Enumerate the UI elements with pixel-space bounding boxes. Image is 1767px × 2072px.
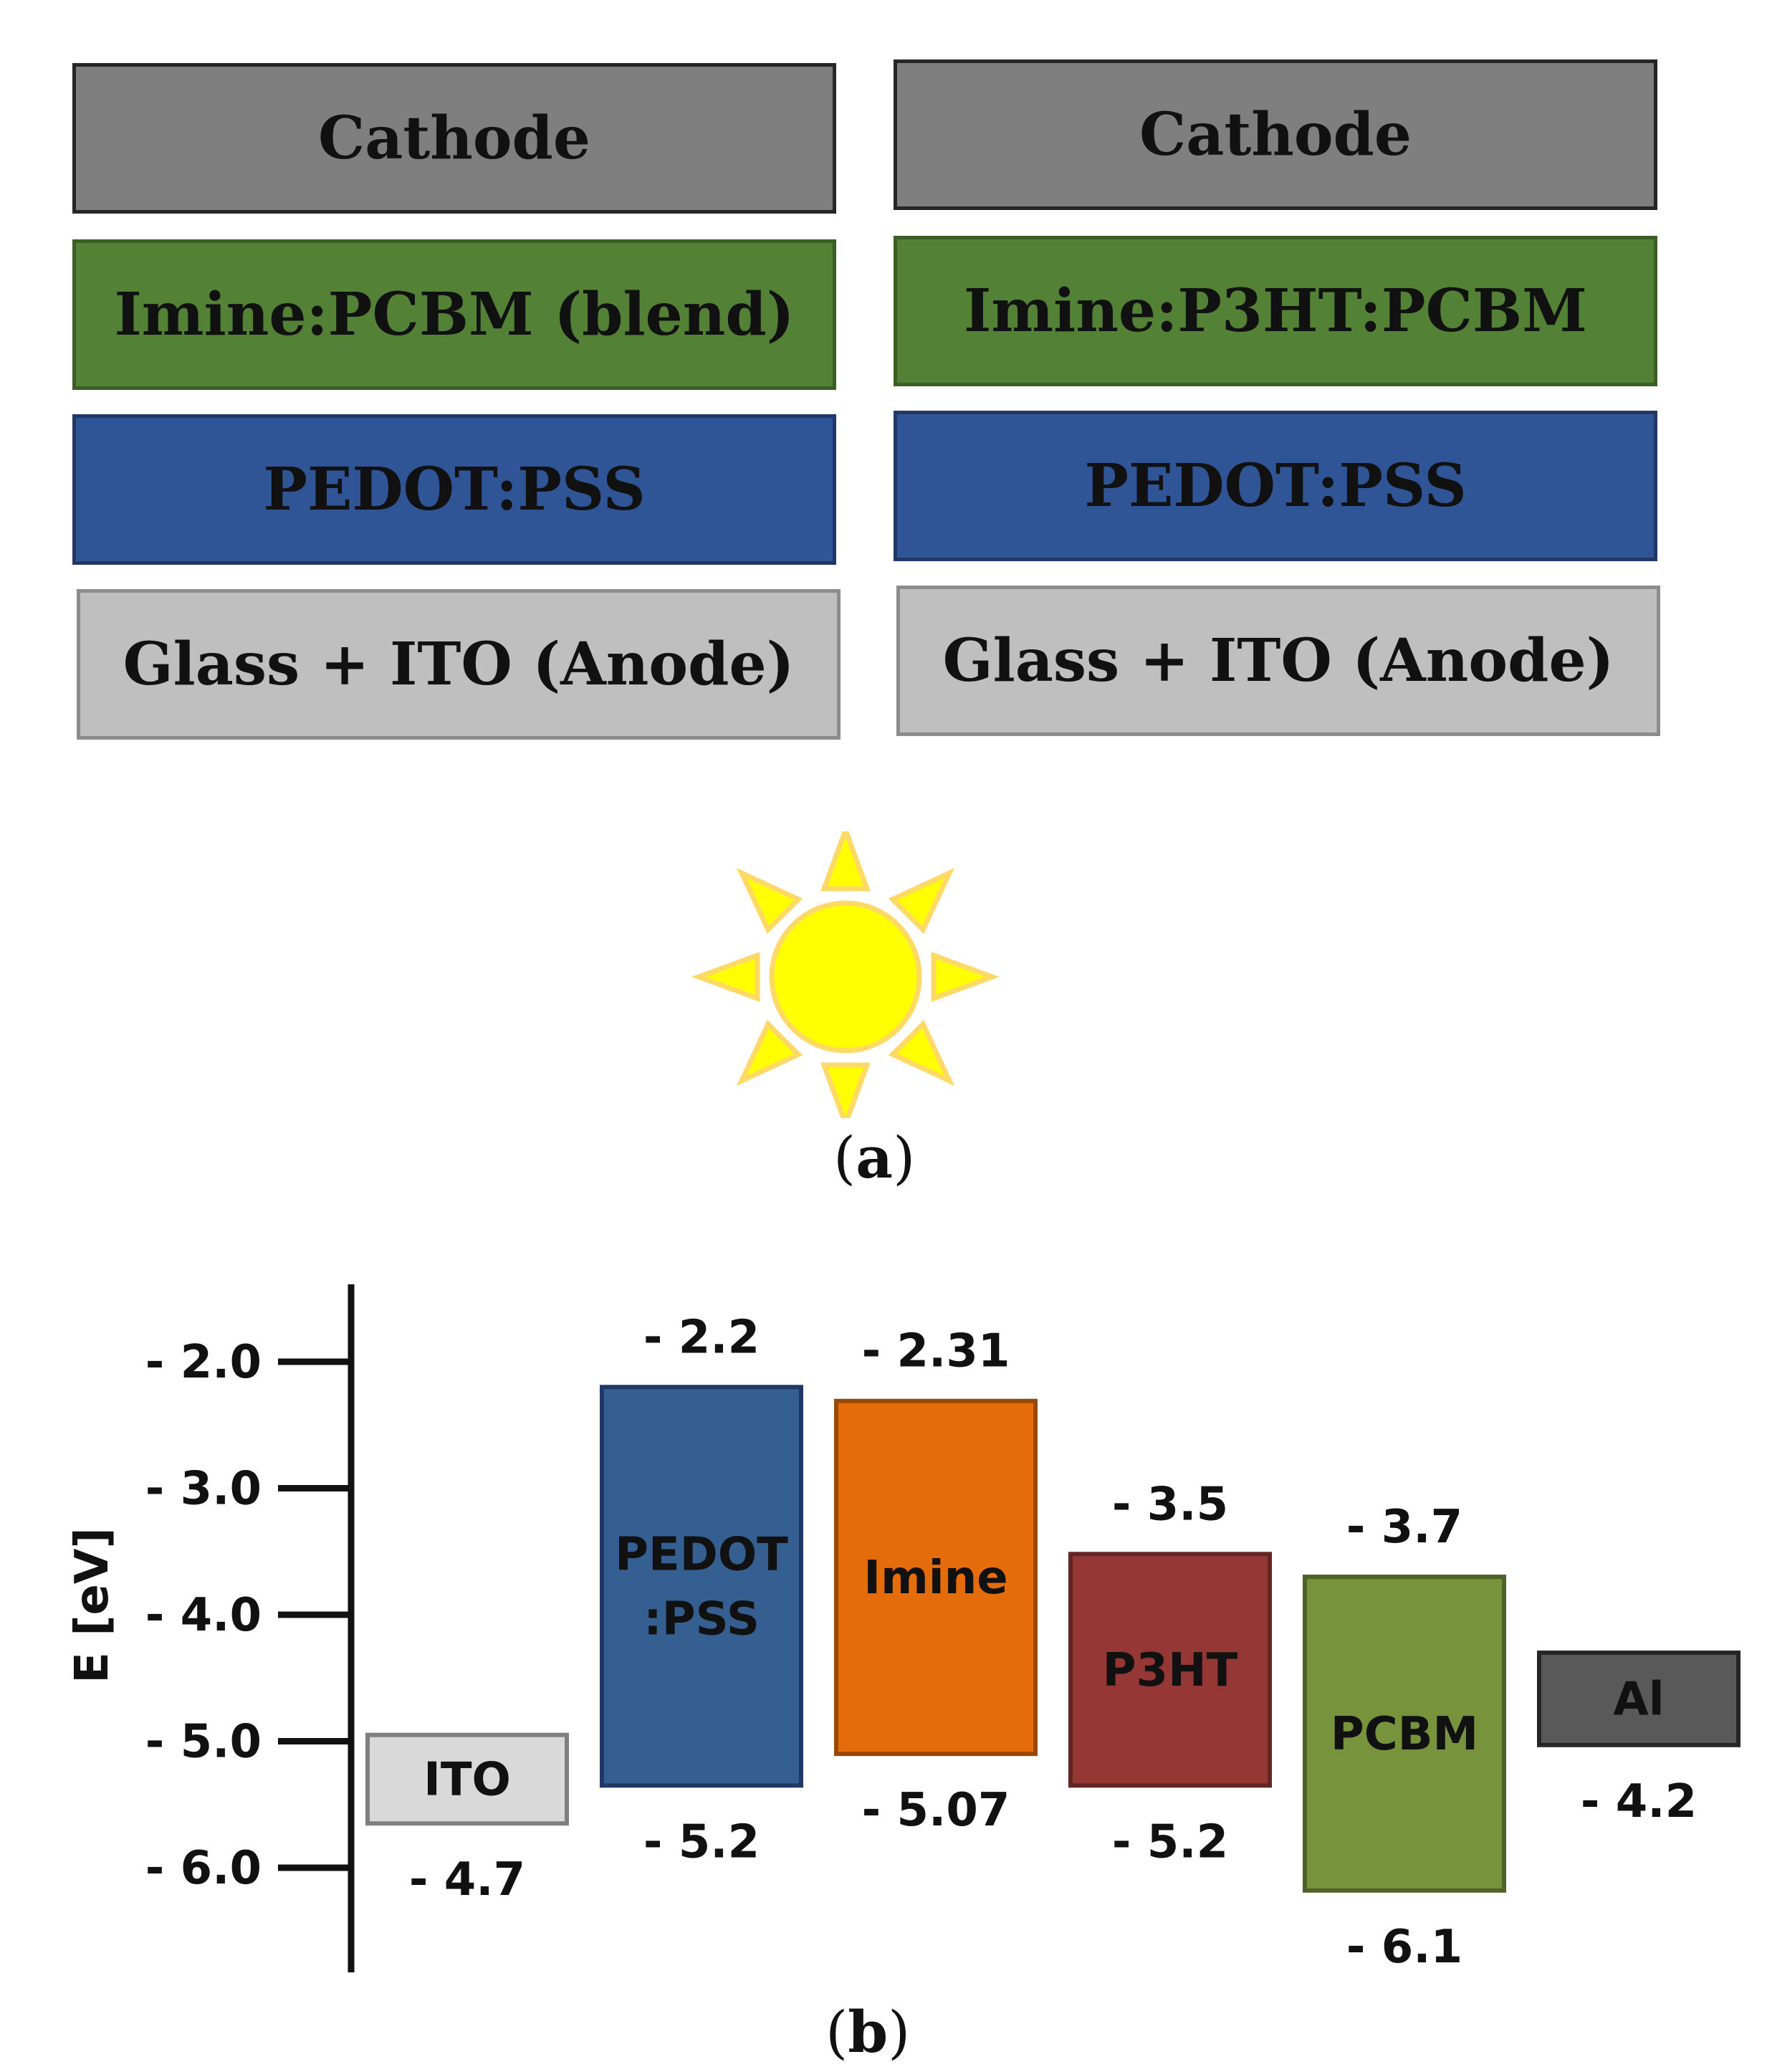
energy-bar	[1537, 1650, 1740, 1747]
sun-ray	[736, 867, 803, 935]
y-tick-label: - 3.0	[145, 1463, 262, 1516]
energy-top-value: - 2.31	[862, 1325, 1010, 1378]
right-pedot-layer: PEDOT:PSS	[894, 411, 1657, 561]
energy-bar-group: P3HT - 3.5 - 5.2	[1068, 1478, 1272, 1868]
energy-bar-group: PCBM - 3.7 - 6.1	[1303, 1501, 1506, 1974]
sun-ray	[691, 951, 760, 1003]
caption-a-close: )	[893, 1125, 916, 1191]
energy-bars: ITO - 4.7 PEDOT :PSS - 2.2 - 5.2 Imine - 2.31 - …	[365, 1311, 1740, 1974]
y-axis-ticks: - 2.0 - 3.0 - 4.0 - 5.0 - 6.0	[145, 1336, 351, 1895]
caption-b-open: (	[825, 1999, 848, 2066]
left-active-layer: Imine:PCBM (blend)	[72, 239, 836, 390]
energy-bar-label: P3HT	[1103, 1644, 1238, 1697]
energy-bottom-value: - 6.1	[1346, 1921, 1462, 1974]
energy-bottom-value: - 5.2	[643, 1815, 760, 1868]
y-tick-label: - 5.0	[145, 1716, 262, 1769]
energy-bottom-value: - 4.7	[409, 1853, 525, 1906]
sun-ray	[888, 1019, 955, 1087]
sun-ray	[888, 867, 955, 935]
right-cathode-layer: Cathode	[894, 59, 1657, 210]
left-pedot-layer: PEDOT:PSS	[72, 414, 836, 565]
energy-bar-group: PEDOT :PSS - 2.2 - 5.2	[600, 1311, 803, 1868]
caption-a-letter: a	[856, 1124, 894, 1191]
caption-b-letter: b	[848, 1998, 889, 2066]
energy-bar-label: ITO	[423, 1753, 511, 1806]
energy-bar-label: Imine	[863, 1552, 1007, 1605]
energy-top-value: - 3.5	[1112, 1478, 1228, 1531]
energy-bar	[365, 1732, 569, 1826]
energy-bottom-value: - 5.2	[1112, 1815, 1228, 1868]
sun-rays	[691, 831, 1000, 1118]
energy-bar-label: PEDOT	[615, 1528, 788, 1581]
energy-bar-label: PCBM	[1331, 1708, 1478, 1761]
y-tick-label: - 4.0	[145, 1589, 262, 1642]
energy-bottom-value: - 4.2	[1581, 1775, 1697, 1828]
caption-b: (b)	[825, 1998, 910, 2066]
sun-ray	[820, 1062, 871, 1118]
energy-top-value: - 3.7	[1346, 1501, 1462, 1554]
y-axis-label: E [eV]	[66, 1527, 119, 1683]
caption-a: (a)	[833, 1124, 915, 1191]
sun-core	[769, 900, 922, 1054]
left-glass-layer: Glass + ITO (Anode)	[77, 589, 841, 740]
energy-bar-label: Al	[1613, 1673, 1664, 1726]
caption-a-open: (	[833, 1125, 856, 1191]
energy-bar-label: :PSS	[643, 1593, 760, 1646]
energy-bar	[600, 1385, 803, 1788]
y-tick-label: - 6.0	[145, 1842, 262, 1895]
energy-bar	[1068, 1552, 1272, 1788]
energy-bar-group: Al - 4.2	[1537, 1650, 1740, 1828]
sun-icon	[691, 831, 1000, 1118]
left-cathode-layer: Cathode	[72, 63, 836, 214]
sun-ray	[931, 951, 1000, 1003]
energy-bar-group: Imine - 2.31 - 5.07	[834, 1325, 1038, 1837]
energy-bar-group: ITO - 4.7	[365, 1732, 569, 1906]
y-tick-label: - 2.0	[145, 1336, 262, 1389]
energy-bar	[834, 1398, 1038, 1757]
sun-ray	[736, 1019, 803, 1087]
right-glass-layer: Glass + ITO (Anode)	[896, 586, 1660, 736]
energy-bottom-value: - 5.07	[862, 1784, 1010, 1837]
caption-b-close: )	[888, 1999, 911, 2066]
right-active-layer: Imine:P3HT:PCBM	[894, 236, 1657, 386]
energy-bar	[1303, 1575, 1506, 1893]
energy-top-value: - 2.2	[643, 1311, 760, 1364]
sun-ray	[820, 831, 871, 892]
